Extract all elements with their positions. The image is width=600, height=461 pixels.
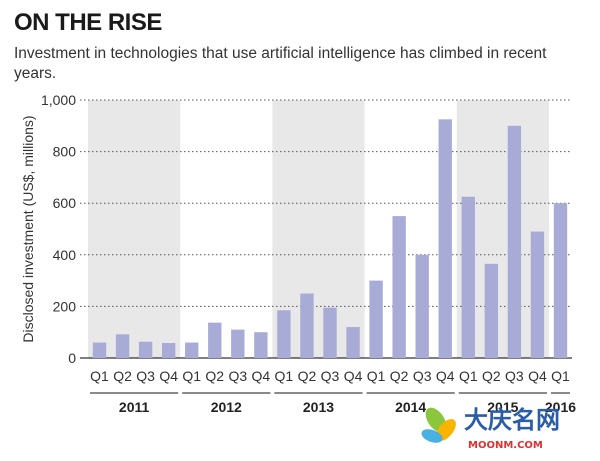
bar — [507, 125, 522, 358]
bar — [530, 231, 545, 358]
bar — [231, 329, 245, 358]
bar — [92, 342, 107, 358]
year-label: 2015 — [487, 399, 518, 415]
y-axis-title: Disclosed investment (US$, millions) — [20, 115, 36, 342]
bar — [392, 216, 406, 358]
year-band — [88, 100, 181, 358]
bar — [185, 342, 199, 358]
y-tick-label: 600 — [53, 195, 77, 211]
bar — [484, 263, 499, 358]
y-tick-label: 800 — [53, 144, 77, 160]
bar — [161, 343, 176, 358]
bar — [277, 310, 291, 358]
x-tick-label: Q3 — [505, 368, 524, 384]
year-label: 2016 — [545, 399, 576, 415]
leaf-icon — [421, 407, 456, 443]
x-tick-label: Q1 — [275, 368, 294, 384]
x-tick-label: Q3 — [228, 368, 247, 384]
year-label: 2011 — [119, 399, 150, 415]
x-tick-label: Q4 — [159, 368, 178, 384]
x-tick-label: Q2 — [482, 368, 501, 384]
x-tick-label: Q3 — [413, 368, 432, 384]
year-bands — [88, 100, 549, 358]
x-tick-label: Q2 — [298, 368, 317, 384]
y-tick-label: 200 — [53, 298, 77, 314]
x-tick-label: Q4 — [436, 368, 455, 384]
x-tick-label: Q3 — [136, 368, 155, 384]
x-tick-label: Q1 — [459, 368, 478, 384]
bar — [254, 332, 268, 358]
bars — [92, 119, 568, 358]
x-tick-label: Q1 — [551, 368, 570, 384]
x-tick-label: Q1 — [182, 368, 201, 384]
chart-title: ON THE RISE — [14, 9, 162, 36]
bar — [461, 196, 475, 358]
x-tick-label: Q4 — [344, 368, 363, 384]
x-tick-label: Q3 — [321, 368, 340, 384]
y-tick-label: 1,000 — [41, 92, 76, 108]
year-label: 2014 — [395, 399, 426, 415]
year-label: 2013 — [303, 399, 334, 415]
x-tick-label: Q4 — [528, 368, 547, 384]
watermark-subtext: MOONM.COM — [468, 440, 543, 451]
watermark-logo: 大庆名网 MOONM.COM — [416, 400, 596, 456]
year-label: 2012 — [211, 399, 242, 415]
x-axis: Q1 Q2 Q3 Q4 Q1 Q2 Q3 Q4 Q1 Q2 Q3 Q4 Q1 Q2 Q3 Q4 Q1 Q2 Q3 Q4… — [90, 368, 570, 384]
y-tick-label: 0 — [68, 350, 76, 366]
watermark-text: 大庆名网 — [464, 406, 560, 434]
x-tick-label: Q2 — [113, 368, 132, 384]
bar — [300, 293, 314, 358]
bar — [438, 119, 452, 358]
bar — [369, 280, 383, 358]
bar — [208, 322, 222, 358]
bar — [115, 334, 130, 358]
bar — [415, 254, 429, 358]
y-tick-label: 400 — [53, 247, 77, 263]
bar — [346, 327, 360, 358]
y-axis: 0 200 400 600 800 1,000 — [41, 92, 76, 366]
year-groups: 2011 2012 2013 2014 2015 2016 — [90, 392, 576, 415]
bar — [553, 203, 568, 358]
chart-subtitle: Investment in technologies that use arti… — [14, 45, 547, 82]
x-tick-label: Q1 — [90, 368, 109, 384]
x-tick-label: Q4 — [252, 368, 271, 384]
bar — [323, 307, 337, 358]
x-tick-label: Q2 — [390, 368, 409, 384]
x-tick-label: Q1 — [367, 368, 386, 384]
x-tick-label: Q2 — [205, 368, 224, 384]
bar — [138, 341, 153, 358]
